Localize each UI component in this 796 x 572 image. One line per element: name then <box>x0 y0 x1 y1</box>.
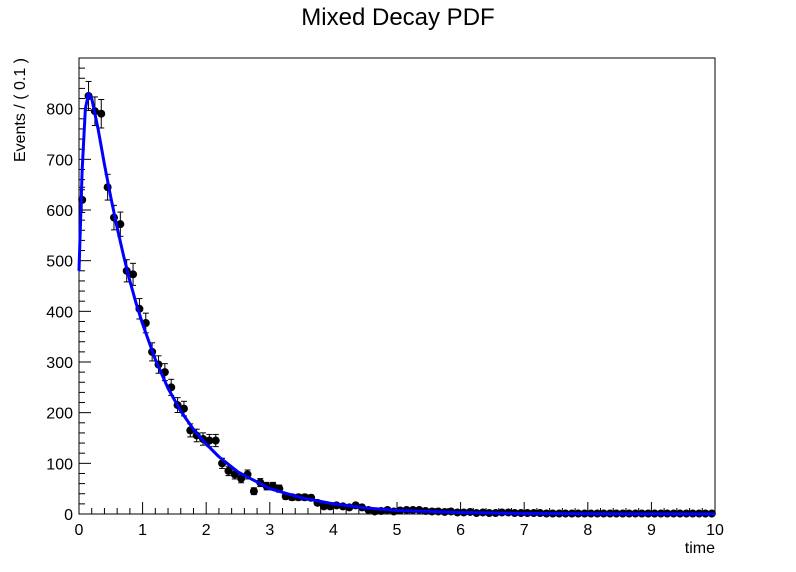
y-tick-label: 800 <box>46 102 73 119</box>
data-point <box>237 474 246 483</box>
x-tick-label: 7 <box>520 522 529 539</box>
y-tick-label: 400 <box>46 304 73 321</box>
data-point <box>224 466 233 475</box>
x-tick-label: 6 <box>456 522 465 539</box>
y-tick-label: 200 <box>46 406 73 423</box>
chart-title: Mixed Decay PDF <box>301 4 495 31</box>
data-point <box>205 436 214 445</box>
x-tick-label: 3 <box>265 522 274 539</box>
x-tick-label: 5 <box>393 522 402 539</box>
y-axis-label: Events / ( 0.1 ) <box>12 58 29 162</box>
y-tick-label: 0 <box>64 507 73 524</box>
x-tick-label: 4 <box>329 522 338 539</box>
y-tick-label: 100 <box>46 456 73 473</box>
x-tick-label: 8 <box>583 522 592 539</box>
y-tick-label: 700 <box>46 152 73 169</box>
x-axis-label: time <box>685 540 715 557</box>
x-tick-label: 0 <box>75 522 84 539</box>
fit-curve <box>77 91 716 516</box>
plot-frame <box>78 57 716 515</box>
data-point <box>97 109 106 118</box>
data-point <box>129 270 138 279</box>
y-tick-label: 600 <box>46 203 73 220</box>
data-point <box>211 436 220 445</box>
x-tick-label: 10 <box>706 522 724 539</box>
x-tick-label: 2 <box>202 522 211 539</box>
x-tick-label: 9 <box>647 522 656 539</box>
y-tick-label: 300 <box>46 355 73 372</box>
y-tick-label: 500 <box>46 254 73 271</box>
data-point <box>319 502 328 511</box>
data-point <box>249 487 258 496</box>
x-tick-label: 1 <box>138 522 147 539</box>
